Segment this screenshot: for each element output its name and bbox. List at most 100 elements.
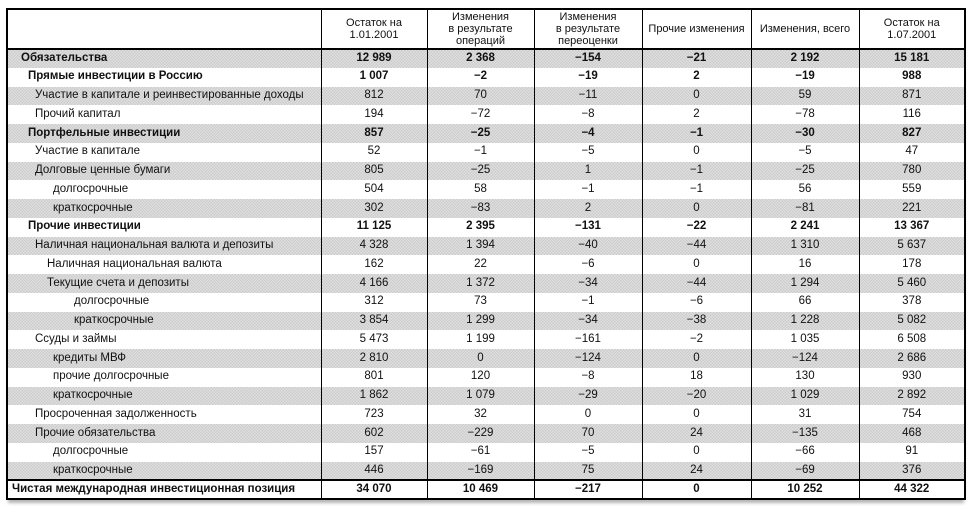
cell-value: 5 637 (858, 236, 965, 256)
cell-value: 988 (858, 67, 965, 87)
table-row: Участие в капитале и реинвестированные д… (7, 86, 965, 106)
column-header-empty (7, 9, 321, 50)
table-row: краткосрочные 302 −83 2 0 −81 221 (7, 199, 965, 218)
row-label: Наличная национальная валюта и депозиты (7, 236, 321, 256)
cell-value: 871 (858, 86, 965, 106)
row-label: краткосрочные (7, 199, 321, 218)
cell-value: 157 (320, 442, 427, 462)
investment-position-table: Остаток на 1.01.2001 Изменения в результ… (6, 8, 966, 500)
cell-value: 0 (641, 255, 751, 274)
cell-value: 559 (858, 180, 965, 199)
table-row: Долговые ценные бумаги 805 −25 1 −1 −25 780 (7, 161, 965, 181)
cell-value: 0 (641, 405, 751, 424)
cell-value: −5 (533, 442, 642, 462)
cell-value: 75 (533, 461, 642, 481)
table-row: долгосрочные 157 −61 −5 0 −66 91 (7, 442, 965, 462)
cell-value: 1 394 (426, 236, 534, 256)
row-label: краткосрочные (7, 386, 321, 406)
cell-value: 58 (426, 180, 534, 199)
cell-value: −40 (533, 236, 642, 256)
cell-value: 302 (320, 199, 427, 218)
cell-value: 754 (858, 405, 965, 424)
table-row: Обязательства 12 989 2 368 −154 −21 2 192 15 1… (7, 49, 965, 68)
cell-value: 0 (641, 442, 751, 462)
row-label: Долговые ценные бумаги (7, 161, 321, 181)
cell-value: 1 294 (750, 274, 859, 293)
cell-value: 24 (641, 424, 751, 443)
cell-value: 70 (533, 424, 642, 443)
cell-value: 56 (750, 180, 859, 199)
cell-value: 1 029 (750, 386, 859, 406)
cell-value: 812 (320, 86, 427, 106)
cell-value: 0 (641, 349, 751, 368)
cell-value: 52 (320, 142, 427, 162)
cell-value: 31 (750, 405, 859, 424)
cell-value: −229 (426, 424, 534, 443)
table-row: прочие долгосрочные 801 120 −8 18 130 930 (7, 367, 965, 387)
table-row: Портфельные инвестиции 857 −25 −4 −1 −30 827 (7, 124, 965, 143)
cell-value: −1 (533, 292, 642, 312)
cell-value: 2 (641, 105, 751, 124)
cell-value: 66 (750, 292, 859, 312)
cell-value: −6 (533, 255, 642, 274)
cell-value: −34 (533, 311, 642, 331)
table-row: Наличная национальная валюта 162 22 −6 0 16 17… (7, 255, 965, 274)
header-row: Остаток на 1.01.2001 Изменения в результ… (7, 9, 965, 50)
cell-value: −135 (750, 424, 859, 443)
cell-value: 4 166 (320, 274, 427, 293)
row-label: Прочие обязательства (7, 424, 321, 443)
cell-value: 827 (858, 124, 965, 143)
cell-value: 1 199 (426, 330, 534, 349)
cell-value: 32 (426, 405, 534, 424)
cell-value: −1 (641, 161, 751, 181)
cell-value: 1 372 (426, 274, 534, 293)
cell-value: −25 (426, 124, 534, 143)
cell-value: −22 (641, 217, 751, 237)
cell-value: −25 (426, 161, 534, 181)
cell-value: 5 460 (858, 274, 965, 293)
row-label: долгосрочные (53, 182, 129, 195)
cell-value: 73 (426, 292, 534, 312)
table-body: Обязательства 12 989 2 368 −154 −21 2 192 15 1… (7, 49, 965, 499)
table-row: Участие в капитале 52 −1 −5 0 −5 47 (7, 142, 965, 162)
column-header-balance-start: Остаток на 1.01.2001 (320, 9, 427, 50)
cell-value: −34 (533, 274, 642, 293)
cell-value: 1 079 (426, 386, 534, 406)
table-row: Прочие инвестиции 11 125 2 395 −131 −22 2 241… (7, 217, 965, 237)
cell-value: 723 (320, 405, 427, 424)
cell-value: −169 (426, 461, 534, 481)
column-header-changes-total: Изменения, всего (750, 9, 859, 50)
table-row: Прямые инвестиции в Россию 1 007 −2 −19 2 −19… (7, 67, 965, 87)
cell-value: 780 (858, 161, 965, 181)
cell-value: 91 (858, 442, 965, 462)
cell-value: −5 (533, 142, 642, 162)
cell-value: −8 (533, 105, 642, 124)
cell-value: 2 (533, 199, 642, 218)
cell-value: 0 (641, 142, 751, 162)
row-label: Прямые инвестиции в Россию (28, 70, 203, 83)
cell-value: −217 (533, 479, 642, 499)
cell-value: 44 322 (858, 479, 965, 499)
cell-value: 1 310 (750, 236, 859, 256)
cell-value: −66 (750, 442, 859, 462)
row-label: кредиты МВФ (7, 349, 321, 368)
cell-value: 2 395 (426, 217, 534, 237)
cell-value: 3 854 (320, 311, 427, 331)
row-label: Ссуды и займы (35, 332, 117, 345)
table-row: Прочие обязательства 602 −229 70 24 −135 468 (7, 424, 965, 443)
cell-value: 1 299 (426, 311, 534, 331)
cell-value: 1 (533, 161, 642, 181)
table-row: Ссуды и займы 5 473 1 199 −161 −2 1 035 6 508 (7, 330, 965, 349)
table-row: долгосрочные 504 58 −1 −1 56 559 (7, 180, 965, 199)
cell-value: 194 (320, 105, 427, 124)
column-header-other-changes: Прочие изменения (641, 9, 751, 50)
cell-value: −44 (641, 236, 751, 256)
cell-value: 13 367 (858, 217, 965, 237)
cell-value: 4 328 (320, 236, 427, 256)
cell-value: −1 (426, 142, 534, 162)
cell-value: 162 (320, 255, 427, 274)
cell-value: 312 (320, 292, 427, 312)
row-label: краткосрочные (7, 461, 321, 481)
cell-value: 70 (426, 86, 534, 106)
cell-value: 801 (320, 367, 427, 387)
